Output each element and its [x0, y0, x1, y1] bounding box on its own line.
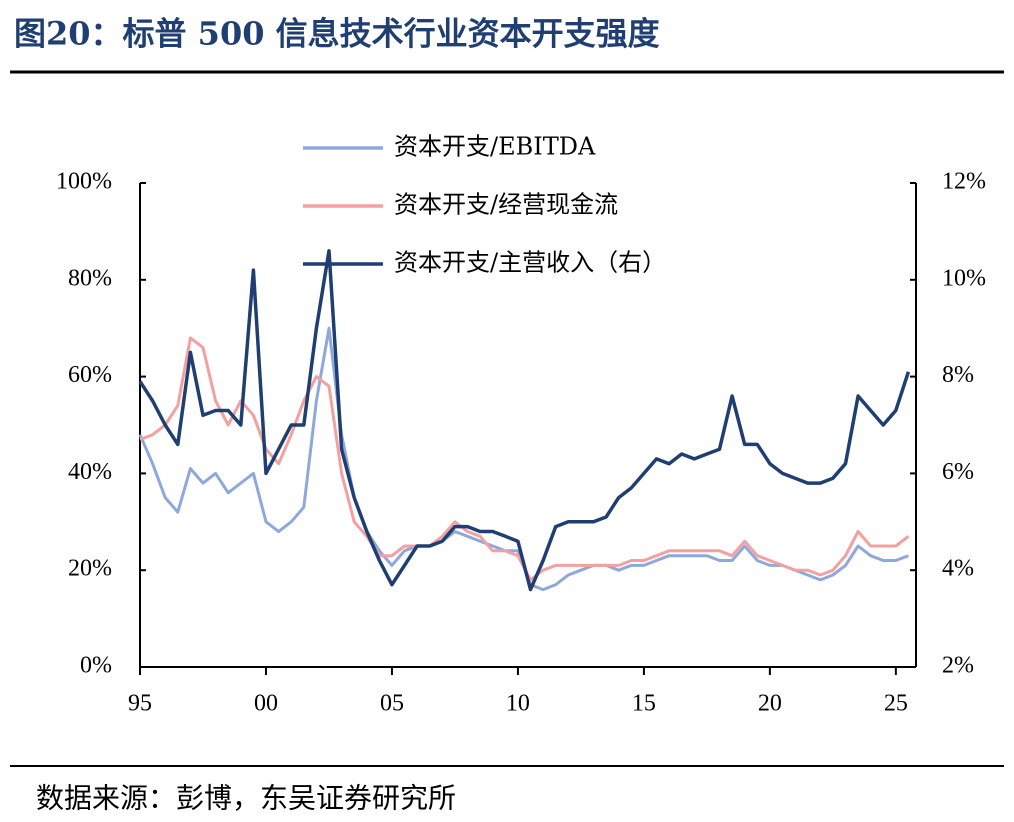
y2-tick-label: 8%	[942, 362, 974, 388]
y-tick-label: 60%	[68, 362, 112, 388]
x-tick-label: 25	[884, 691, 908, 717]
y2-tick-label: 10%	[942, 265, 986, 291]
series-line	[138, 326, 909, 592]
legend-label: 资本开支/主营收入（右）	[394, 249, 666, 277]
y2-tick-label: 12%	[942, 169, 986, 195]
y2-tick-label: 4%	[942, 556, 974, 582]
series-line	[138, 249, 911, 592]
x-tick-label: 00	[254, 691, 278, 717]
y2-tick-label: 2%	[942, 653, 974, 679]
legend-label: 资本开支/EBITDA	[394, 133, 596, 161]
series-line	[139, 336, 910, 582]
y-tick-label: 0%	[80, 653, 112, 679]
x-tick-label: 05	[380, 691, 404, 717]
x-tick-label: 20	[758, 691, 782, 717]
x-tick-label: 10	[506, 691, 530, 717]
y2-tick-label: 6%	[942, 459, 974, 485]
x-tick-label: 95	[128, 691, 152, 717]
y-tick-label: 20%	[68, 556, 112, 582]
source-note: 数据来源：彭博，东吴证券研究所	[36, 782, 456, 815]
y-tick-label: 80%	[68, 265, 112, 291]
x-tick-label: 15	[632, 691, 656, 717]
chart-title: 图20：标普 500 信息技术行业资本开支强度	[14, 15, 660, 53]
legend-label: 资本开支/经营现金流	[394, 191, 618, 219]
y-tick-label: 100%	[56, 169, 112, 195]
y-tick-label: 40%	[68, 459, 112, 485]
